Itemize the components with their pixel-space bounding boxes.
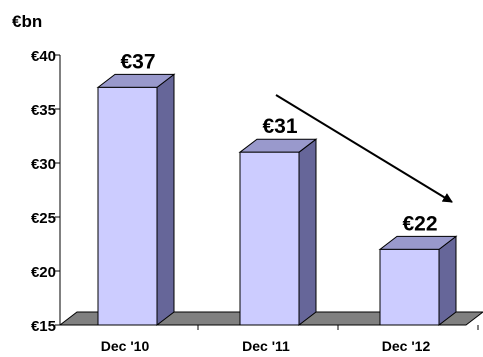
bar-data-label: €37 <box>120 50 155 73</box>
y-tick-label: €15 <box>31 318 56 335</box>
bar-front-face <box>239 151 300 326</box>
y-tick-label: €30 <box>31 156 56 173</box>
y-tick-label: €20 <box>31 264 56 281</box>
y-tick-label: €35 <box>31 102 56 119</box>
bar-front-face <box>379 248 440 326</box>
bar-front-face <box>97 86 158 326</box>
bar-side-face <box>438 235 457 327</box>
bar <box>96 73 176 327</box>
bar-side-face <box>156 73 175 327</box>
x-tick-label: Dec '12 <box>382 338 431 354</box>
bar <box>238 138 318 327</box>
y-tick-label: €40 <box>31 48 56 65</box>
bar-data-label: €31 <box>262 115 297 138</box>
x-tick-label: Dec '11 <box>242 338 290 354</box>
bar <box>378 235 458 327</box>
y-axis-unit-label: €bn <box>12 12 42 31</box>
trend-arrow <box>275 94 453 203</box>
bar-data-label: €22 <box>402 212 437 235</box>
x-tick-label: Dec '10 <box>101 338 150 354</box>
y-tick-label: €25 <box>31 210 56 227</box>
bar-side-face <box>298 138 317 327</box>
